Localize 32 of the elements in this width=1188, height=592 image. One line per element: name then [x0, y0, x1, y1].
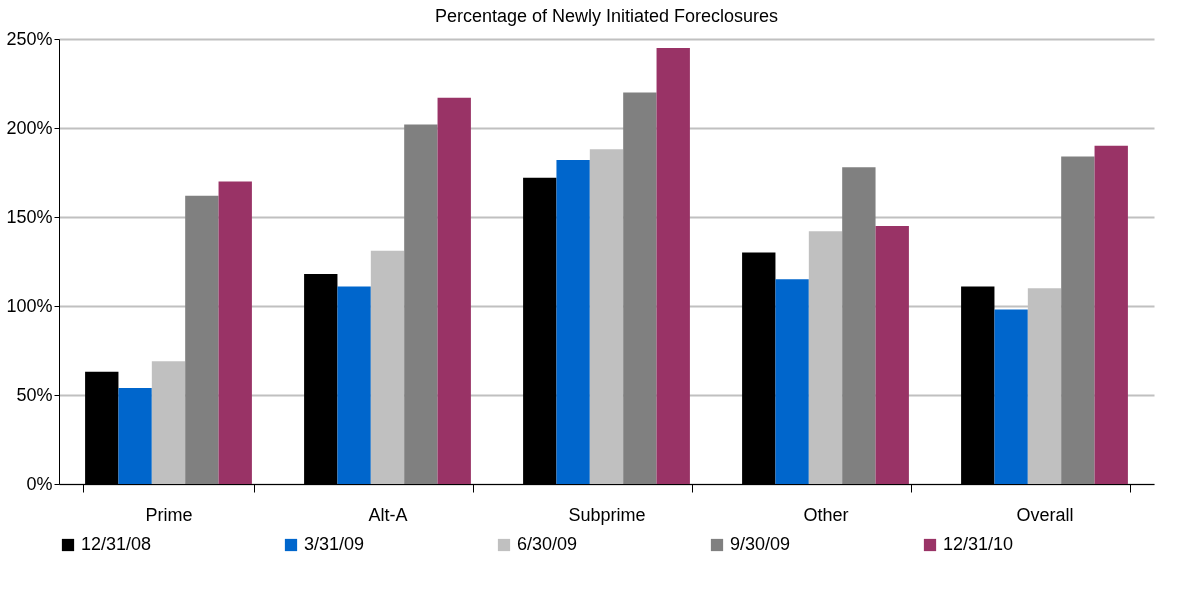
bar	[337, 286, 371, 484]
bar	[437, 97, 471, 484]
x-tick-label: Other	[803, 504, 849, 525]
legend-label: 6/30/09	[517, 534, 578, 554]
legend-label: 12/31/10	[943, 534, 1014, 554]
x-tick-label: Overall	[1016, 504, 1074, 525]
bar	[118, 387, 152, 484]
chart-title: Percentage of Newly Initiated Foreclosures	[434, 6, 779, 26]
bar	[623, 92, 657, 484]
bar	[556, 160, 590, 484]
legend-label: 9/30/09	[730, 534, 791, 554]
bar	[185, 195, 219, 484]
legend-label: 12/31/08	[81, 534, 152, 554]
x-tick-label: Alt-A	[368, 504, 408, 525]
y-tick-label: 50%	[16, 384, 53, 405]
x-tick-label: Subprime	[568, 504, 646, 525]
y-tick-label: 200%	[6, 117, 53, 138]
bar	[218, 181, 252, 484]
y-tick-label: 250%	[6, 28, 53, 49]
y-tick-label: 100%	[6, 295, 53, 316]
bar	[1094, 145, 1128, 484]
bar	[656, 47, 690, 484]
bar	[994, 309, 1028, 484]
x-tick-label: Prime	[145, 504, 193, 525]
bar	[875, 225, 909, 484]
bar	[404, 124, 438, 484]
y-tick-label: 0%	[26, 473, 53, 494]
y-tick-label: 150%	[6, 206, 53, 227]
legend-label: 3/31/09	[304, 534, 365, 554]
bar	[775, 279, 809, 484]
bar	[1061, 156, 1095, 484]
bar	[842, 167, 876, 484]
